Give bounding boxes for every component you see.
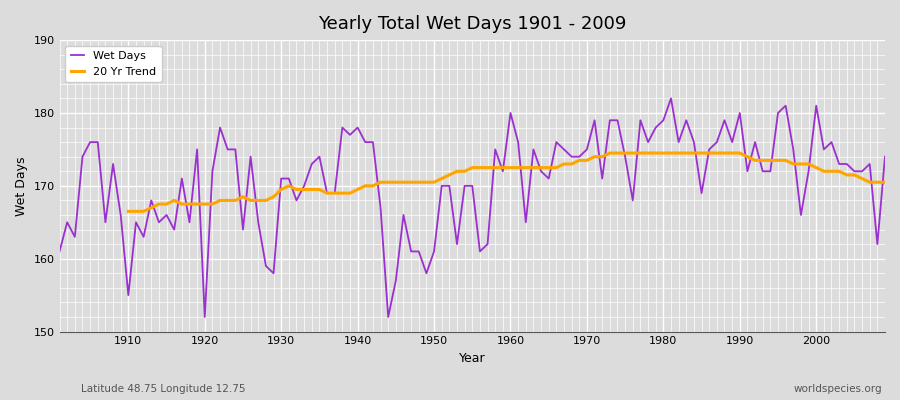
20 Yr Trend: [268, 194, 279, 199]
Wet Days: [513, 140, 524, 144]
Text: Latitude 48.75 Longitude 12.75: Latitude 48.75 Longitude 12.75: [81, 384, 246, 394]
Wet Days: [879, 154, 890, 159]
Y-axis label: Wet Days: Wet Days: [15, 156, 28, 216]
Text: worldspecies.org: worldspecies.org: [794, 384, 882, 394]
20 Yr Trend: [123, 209, 134, 214]
20 Yr Trend: [574, 158, 585, 163]
20 Yr Trend: [849, 172, 859, 177]
X-axis label: Year: Year: [459, 352, 486, 365]
Line: Wet Days: Wet Days: [59, 98, 885, 317]
Wet Days: [605, 118, 616, 123]
Legend: Wet Days, 20 Yr Trend: Wet Days, 20 Yr Trend: [65, 46, 162, 82]
Wet Days: [666, 96, 677, 101]
Wet Days: [200, 315, 211, 320]
20 Yr Trend: [605, 151, 616, 156]
Wet Days: [505, 110, 516, 115]
Wet Days: [337, 125, 347, 130]
Wet Days: [291, 198, 302, 203]
20 Yr Trend: [299, 187, 310, 192]
Wet Days: [115, 212, 126, 217]
20 Yr Trend: [513, 165, 524, 170]
20 Yr Trend: [879, 180, 890, 185]
20 Yr Trend: [826, 169, 837, 174]
Wet Days: [54, 249, 65, 254]
Title: Yearly Total Wet Days 1901 - 2009: Yearly Total Wet Days 1901 - 2009: [318, 15, 626, 33]
Line: 20 Yr Trend: 20 Yr Trend: [129, 153, 885, 211]
